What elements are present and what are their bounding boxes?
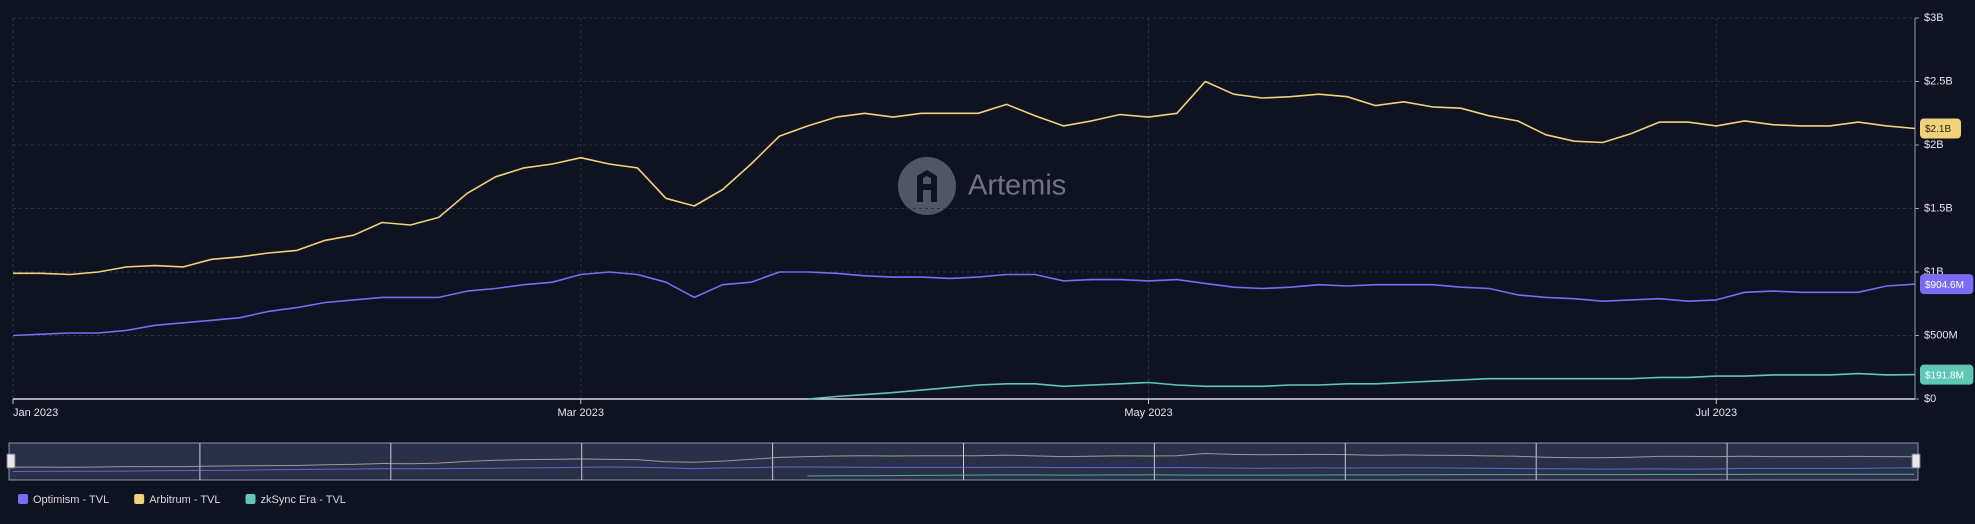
x-tick-label: Jan 2023 [13, 407, 58, 419]
legend-swatch [134, 494, 145, 504]
watermark-text: Artemis [968, 170, 1066, 202]
series-line [12, 271, 1916, 337]
series-line [807, 372, 1916, 400]
navigator-line [12, 466, 1915, 472]
value-label: $191.8M [1925, 370, 1964, 381]
value-label: $2.1B [1925, 124, 1951, 135]
x-tick-label: May 2023 [1124, 407, 1172, 419]
y-tick-label: $1.5B [1924, 202, 1953, 214]
value-badge [1920, 364, 1974, 385]
y-tick-label: $0 [1924, 393, 1936, 405]
legend-swatch [245, 494, 256, 504]
navigator-line [807, 473, 1914, 477]
legend-label: Arbitrum - TVL [149, 494, 220, 506]
watermark-logo [898, 157, 956, 215]
value-label: $904.6M [1925, 280, 1964, 291]
value-badge [1920, 118, 1961, 139]
y-tick-label: $2.5B [1924, 75, 1953, 87]
navigator-handle [6, 453, 16, 469]
legend-label: Optimism - TVL [33, 494, 109, 506]
x-tick-label: Jul 2023 [1695, 407, 1737, 419]
y-tick-label: $3B [1924, 12, 1944, 24]
navigator-line [13, 452, 1915, 468]
x-tick-label: Mar 2023 [558, 407, 604, 419]
y-tick-label: $500M [1924, 329, 1958, 341]
navigator-handle [1911, 453, 1921, 469]
legend-swatch [18, 494, 28, 504]
legend-label: zkSync Era - TVL [261, 494, 346, 506]
y-tick-label: $2B [1924, 139, 1944, 151]
series-line [13, 80, 1916, 276]
value-badge [1920, 274, 1974, 295]
